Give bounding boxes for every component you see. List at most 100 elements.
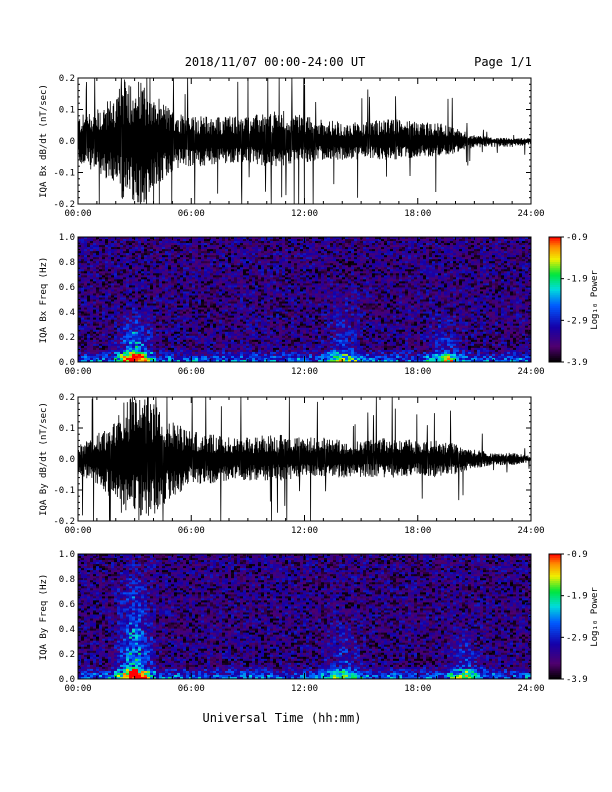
spectrogram-cell [81,297,85,300]
spectrogram-cell [183,295,187,298]
spectrogram-cell [144,273,148,276]
spectrogram-cell [108,267,112,270]
spectrogram-cell [87,273,91,276]
spectrogram-cell [102,339,106,343]
spectrogram-cell [111,359,115,363]
spectrogram-cell [81,293,85,296]
spectrogram-cell [150,359,154,363]
spectrogram-cell [117,335,121,339]
spectrogram-cell [123,293,127,296]
spectrogram-cell [147,281,151,284]
spectrogram-cell [129,299,133,302]
spectrogram-cell [189,297,193,300]
spectrogram-cell [165,313,169,317]
spectrogram-cell [84,267,88,270]
spectrogram-cell [189,257,193,260]
spectrogram-cell [159,293,163,296]
spectrogram-cell [150,339,154,343]
spectrogram-cell [141,301,145,304]
spectrogram-cell [147,299,151,302]
spectrogram-cell [114,285,118,288]
spectrogram-cell [87,257,91,260]
spectrogram-cell [162,273,166,276]
spectrogram-cell [147,353,151,357]
spectrogram-cell [165,269,169,272]
spectrogram-cell [84,299,88,302]
spectrogram-cell [150,313,154,317]
spectrogram-cell [129,315,133,319]
spectrogram-cell [117,345,121,349]
spectrogram-cell [135,239,139,242]
spectrogram-cell [120,345,124,349]
spectrogram-cell [126,349,130,353]
spectrogram-cell [144,321,148,325]
spectrogram-cell [171,285,175,288]
spectrogram-cell [135,283,139,286]
spectrogram-cell [111,269,115,272]
spectrogram-cell [186,327,190,331]
spectrogram-cell [120,321,124,325]
spectrogram-cell [123,277,127,280]
spectrogram-cell [93,257,97,260]
spectrogram-cell [168,253,172,256]
spectrogram-cell [177,319,181,323]
spectrogram-cell [153,329,157,333]
spectrogram-cell [114,273,118,276]
spectrogram-cell [153,323,157,327]
spectrogram-cell [120,341,124,345]
spectrogram-cell [123,349,127,353]
spectrogram-cell [162,321,166,325]
spectrogram-cell [141,319,145,323]
spectrogram-cell [117,291,121,294]
spectrogram-cell [153,317,157,321]
spectrogram-cell [84,325,88,329]
spectrogram-cell [183,269,187,272]
spectrogram-cell [81,271,85,274]
spectrogram-cell [132,347,136,351]
spectrogram-cell [93,241,97,244]
spectrogram-cell [123,329,127,333]
spectrogram-cell [99,321,103,325]
spectrogram-cell [114,313,118,317]
spectrogram-cell [117,283,121,286]
spectrogram-cell [87,237,91,240]
spectrogram-cell [129,241,133,244]
spectrogram-cell [138,319,142,323]
spectrogram-cell [186,249,190,252]
spectrogram-cell [132,295,136,298]
spectrogram-cell [120,337,124,341]
spectrogram-cell [96,313,100,317]
spectrogram-cell [135,267,139,270]
spectrogram-cell [81,263,85,266]
spectrogram-cell [141,343,145,347]
spectrogram-cell [120,293,124,296]
spectrogram-cell [129,345,133,349]
spectrogram-cell [105,301,109,304]
spectrogram-cell [96,241,100,244]
spectrogram-cell [150,245,154,248]
spectrogram-cell [93,301,97,304]
spectrogram-cell [147,359,151,363]
spectrogram-cell [165,275,169,278]
spectrogram-cell [162,267,166,270]
spectrogram-cell [81,321,85,325]
spectrogram-cell [183,355,187,359]
spectrogram-cell [156,329,160,333]
spectrogram-cell [90,295,94,298]
spectrogram-cell [84,309,88,312]
spectrogram-cell [150,335,154,339]
spectrogram-cell [93,245,97,248]
spectrogram-cell [129,321,133,325]
spectrogram-cell [111,355,115,359]
spectrogram-cell [174,313,178,317]
spectrogram-cell [84,261,88,264]
spectrogram-cell [192,251,196,254]
spectrogram-cell [87,275,91,278]
spectrogram-cell [147,259,151,262]
spectrogram-cell [99,263,103,266]
spectrogram-cell [141,263,145,266]
spectrogram-cell [105,259,109,262]
spectrogram-cell [108,317,112,321]
spectrogram-cell [159,347,163,351]
spectrogram-cell [162,251,166,254]
